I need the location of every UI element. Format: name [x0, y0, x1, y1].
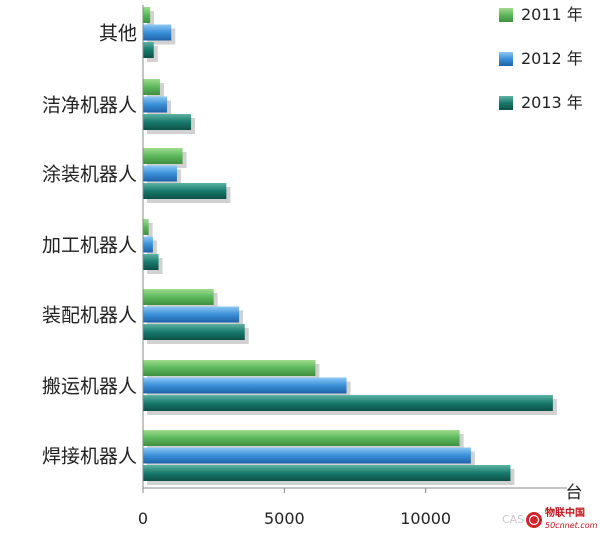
- watermark-text: CAS: [502, 513, 524, 526]
- bar-5-0: [143, 360, 316, 376]
- category-label: 加工机器人: [42, 235, 137, 257]
- legend-label: 2013 年: [521, 93, 583, 112]
- legend: 2011 年 2012 年 2013 年: [499, 5, 583, 112]
- bar-3-0: [143, 219, 149, 235]
- legend-swatch: [499, 8, 513, 22]
- bar-1-0: [143, 79, 160, 95]
- bar-2-2: [143, 183, 227, 199]
- bar-4-0: [143, 289, 214, 305]
- bar-6-1: [143, 447, 471, 464]
- bar-0-1: [143, 24, 172, 41]
- category-label: 搬运机器人: [42, 376, 137, 398]
- category-label: 洁净机器人: [42, 95, 137, 117]
- bar-1-2: [143, 114, 192, 130]
- bar-4-1: [143, 306, 240, 323]
- bar-2-0: [143, 148, 183, 164]
- bar-3-1: [143, 236, 153, 253]
- bar-1-1: [143, 96, 168, 113]
- legend-label: 2011 年: [521, 5, 583, 24]
- bar-其他-2011年: [147, 11, 155, 27]
- bar-0-2: [143, 42, 154, 58]
- bar-0-0: [143, 7, 151, 23]
- bars-group: [143, 7, 557, 485]
- legend-swatch: [499, 52, 513, 66]
- bar-6-2: [143, 465, 511, 481]
- bar-5-1: [143, 377, 347, 394]
- logo-text: 物联中国: [545, 506, 585, 519]
- bar-5-2: [143, 395, 553, 411]
- legend-swatch: [499, 96, 513, 110]
- logo-subtext: 50cnnet.com: [545, 521, 598, 530]
- bar-4-2: [143, 324, 245, 340]
- bar-加工机器人-2011年: [147, 223, 153, 239]
- x-ticks: 0 5000 10000: [138, 488, 451, 528]
- category-label: 涂装机器人: [42, 164, 137, 186]
- category-label: 其他: [99, 23, 137, 45]
- category-label: 焊接机器人: [42, 446, 137, 468]
- legend-label: 2012 年: [521, 49, 583, 68]
- bar-3-2: [143, 254, 159, 270]
- x-unit-label: 台: [566, 483, 583, 503]
- category-label: 装配机器人: [42, 305, 137, 327]
- x-tick-label: 0: [138, 509, 148, 528]
- watermark-logo: 物联中国 50cnnet.com: [526, 506, 598, 530]
- bar-6-0: [143, 430, 460, 446]
- bar-2-1: [143, 165, 177, 182]
- x-tick-label: 5000: [264, 509, 305, 528]
- logo-globe-icon: [526, 512, 542, 528]
- x-tick-label: 10000: [400, 509, 451, 528]
